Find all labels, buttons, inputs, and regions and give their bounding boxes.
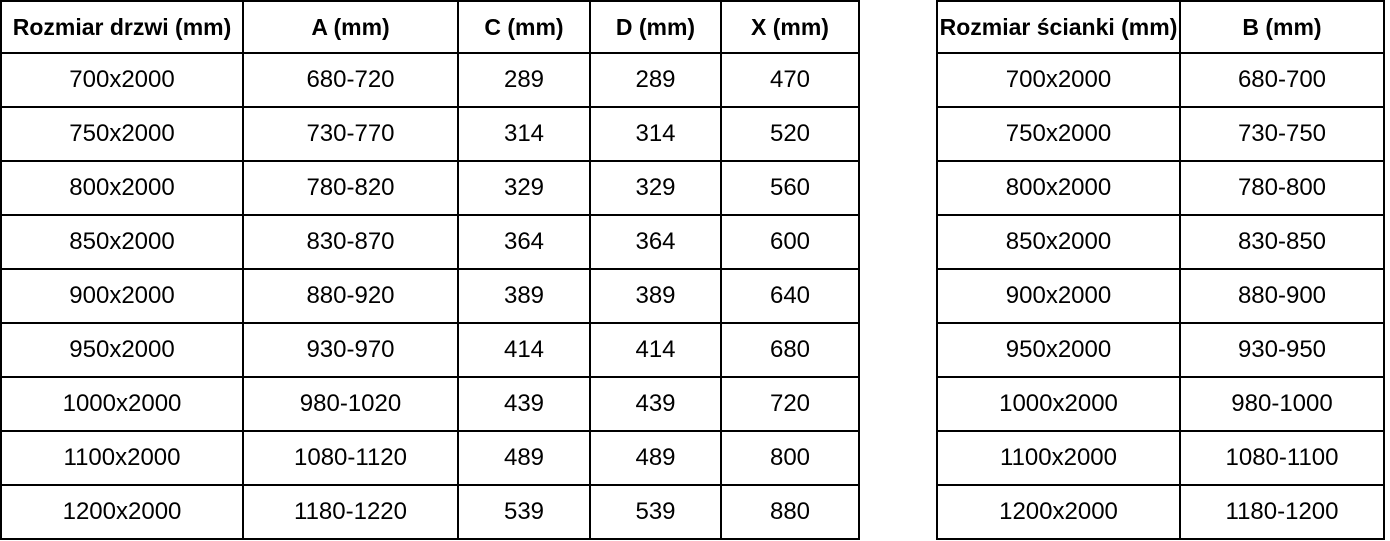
table-cell: 314 — [589, 106, 722, 162]
table-cell: 750x2000 — [936, 106, 1181, 162]
table-row: 1000x2000 980-1000 — [936, 376, 1385, 432]
table-cell: 830-870 — [242, 214, 459, 270]
table-cell: 520 — [720, 106, 860, 162]
table-cell: 980-1000 — [1179, 376, 1385, 432]
table-cell: 930-970 — [242, 322, 459, 378]
table-cell: 1200x2000 — [0, 484, 244, 540]
table-cell: 1180-1220 — [242, 484, 459, 540]
table-cell: 1180-1200 — [1179, 484, 1385, 540]
header-row: Rozmiar drzwi (mm) A (mm) C (mm) D (mm) X (m… — [0, 0, 860, 54]
table-cell: 289 — [589, 52, 722, 108]
table-cell: 850x2000 — [936, 214, 1181, 270]
table-cell: 489 — [589, 430, 722, 486]
table-cell: 880-920 — [242, 268, 459, 324]
table-cell: 1080-1100 — [1179, 430, 1385, 486]
table-cell: 930-950 — [1179, 322, 1385, 378]
table-cell: 439 — [589, 376, 722, 432]
column-header: B (mm) — [1179, 0, 1385, 54]
table-cell: 880-900 — [1179, 268, 1385, 324]
column-header: A (mm) — [242, 0, 459, 54]
column-header: X (mm) — [720, 0, 860, 54]
table-cell: 780-800 — [1179, 160, 1385, 216]
table-cell: 439 — [457, 376, 591, 432]
table-cell: 1080-1120 — [242, 430, 459, 486]
table-cell: 1200x2000 — [936, 484, 1181, 540]
table-cell: 730-770 — [242, 106, 459, 162]
table-row: 800x2000 780-800 — [936, 160, 1385, 216]
wall-table-body: 700x2000 680-700 750x2000 730-750 800x2000 78… — [936, 52, 1385, 540]
table-row: 700x2000 680-720 289 289 470 — [0, 52, 860, 108]
table-row: 750x2000 730-770 314 314 520 — [0, 106, 860, 162]
table-row: 950x2000 930-970 414 414 680 — [0, 322, 860, 378]
table-cell: 329 — [589, 160, 722, 216]
table-cell: 950x2000 — [936, 322, 1181, 378]
table-row: 1200x2000 1180-1220 539 539 880 — [0, 484, 860, 540]
table-cell: 730-750 — [1179, 106, 1385, 162]
table-cell: 780-820 — [242, 160, 459, 216]
table-cell: 800x2000 — [0, 160, 244, 216]
table-row: 850x2000 830-850 — [936, 214, 1385, 270]
wall-size-table: Rozmiar ścianki (mm) B (mm) 700x2000 680-7… — [936, 0, 1385, 540]
table-cell: 414 — [589, 322, 722, 378]
table-cell: 389 — [589, 268, 722, 324]
table-row: 1100x2000 1080-1120 489 489 800 — [0, 430, 860, 486]
table-row: 900x2000 880-900 — [936, 268, 1385, 324]
table-cell: 470 — [720, 52, 860, 108]
table-cell: 1000x2000 — [0, 376, 244, 432]
table-cell: 800x2000 — [936, 160, 1181, 216]
table-cell: 489 — [457, 430, 591, 486]
column-header: Rozmiar ścianki (mm) — [936, 0, 1181, 54]
table-cell: 680 — [720, 322, 860, 378]
table-cell: 900x2000 — [0, 268, 244, 324]
header-row: Rozmiar ścianki (mm) B (mm) — [936, 0, 1385, 54]
table-row: 1000x2000 980-1020 439 439 720 — [0, 376, 860, 432]
table-cell: 1000x2000 — [936, 376, 1181, 432]
table-cell: 1100x2000 — [0, 430, 244, 486]
table-cell: 1100x2000 — [936, 430, 1181, 486]
table-cell: 750x2000 — [0, 106, 244, 162]
table-cell: 950x2000 — [0, 322, 244, 378]
table-cell: 880 — [720, 484, 860, 540]
table-cell: 414 — [457, 322, 591, 378]
door-size-table: Rozmiar drzwi (mm) A (mm) C (mm) D (mm) X (m… — [0, 0, 860, 540]
table-cell: 640 — [720, 268, 860, 324]
table-cell: 389 — [457, 268, 591, 324]
table-cell: 600 — [720, 214, 860, 270]
table-cell: 539 — [457, 484, 591, 540]
table-cell: 680-700 — [1179, 52, 1385, 108]
table-row: 700x2000 680-700 — [936, 52, 1385, 108]
table-row: 950x2000 930-950 — [936, 322, 1385, 378]
table-cell: 364 — [589, 214, 722, 270]
table-cell: 700x2000 — [0, 52, 244, 108]
table-cell: 720 — [720, 376, 860, 432]
door-table-header: Rozmiar drzwi (mm) A (mm) C (mm) D (mm) X (m… — [0, 0, 860, 54]
column-header: D (mm) — [589, 0, 722, 54]
wall-table-header: Rozmiar ścianki (mm) B (mm) — [936, 0, 1385, 54]
table-cell: 329 — [457, 160, 591, 216]
column-header: C (mm) — [457, 0, 591, 54]
table-cell: 700x2000 — [936, 52, 1181, 108]
table-row: 850x2000 830-870 364 364 600 — [0, 214, 860, 270]
table-cell: 680-720 — [242, 52, 459, 108]
door-table-body: 700x2000 680-720 289 289 470 750x2000 730-770 3… — [0, 52, 860, 540]
table-cell: 980-1020 — [242, 376, 459, 432]
table-cell: 364 — [457, 214, 591, 270]
table-cell: 830-850 — [1179, 214, 1385, 270]
table-row: 1100x2000 1080-1100 — [936, 430, 1385, 486]
column-header: Rozmiar drzwi (mm) — [0, 0, 244, 54]
table-row: 800x2000 780-820 329 329 560 — [0, 160, 860, 216]
table-cell: 560 — [720, 160, 860, 216]
table-row: 750x2000 730-750 — [936, 106, 1385, 162]
table-cell: 800 — [720, 430, 860, 486]
table-cell: 850x2000 — [0, 214, 244, 270]
table-cell: 289 — [457, 52, 591, 108]
table-row: 900x2000 880-920 389 389 640 — [0, 268, 860, 324]
table-row: 1200x2000 1180-1200 — [936, 484, 1385, 540]
table-cell: 539 — [589, 484, 722, 540]
table-cell: 314 — [457, 106, 591, 162]
table-cell: 900x2000 — [936, 268, 1181, 324]
